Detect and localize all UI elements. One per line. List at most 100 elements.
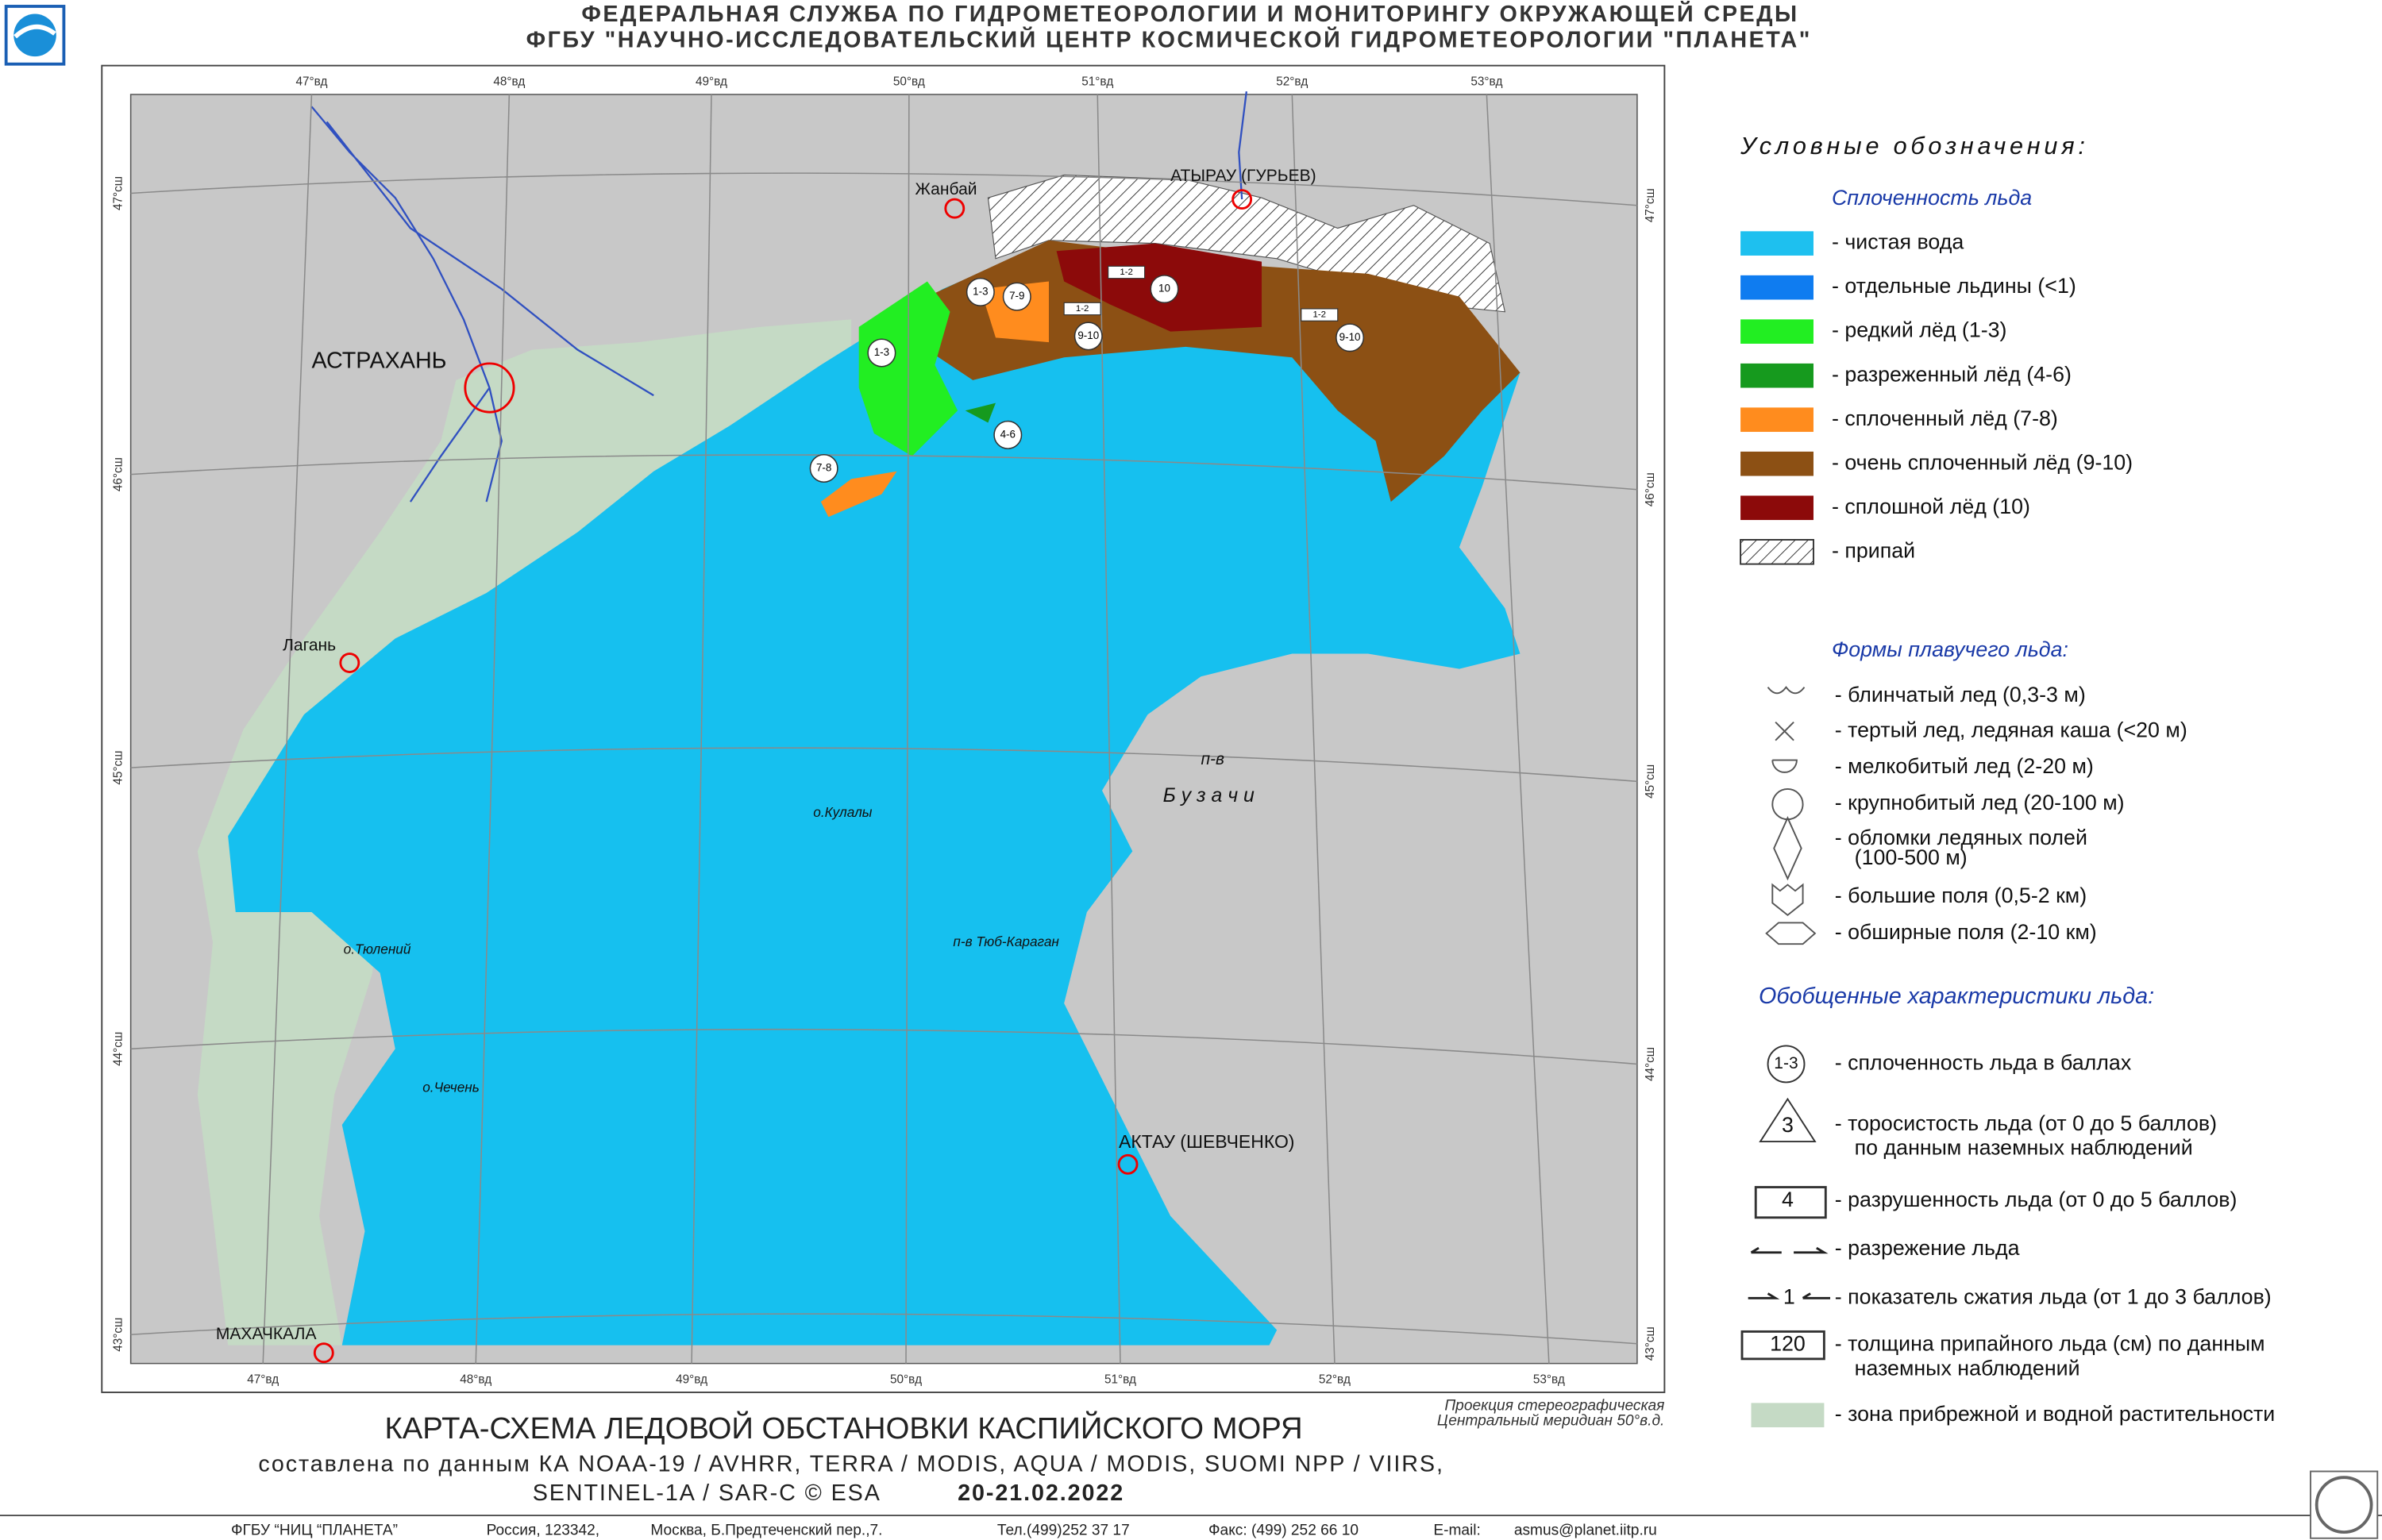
legend-section-title: Обобщенные характеристики льда: bbox=[1759, 984, 2154, 1009]
parallel bbox=[130, 747, 1637, 783]
map: 47°вд 47°вд 48°вд 48°вд 49°вд 49°вд 50°вд 50°вд… bbox=[111, 75, 1657, 1387]
place-label: о.Кулалы bbox=[813, 804, 873, 820]
legend-text: - обширные поля (2-10 км) bbox=[1835, 920, 2097, 944]
legend-text: - сплоченность льда в баллах bbox=[1835, 1051, 2132, 1075]
place-label: Б у з а ч и bbox=[1163, 784, 1255, 807]
legend-swatch bbox=[1740, 319, 1813, 344]
place-label: п-в bbox=[1201, 750, 1224, 768]
ice-label-circle bbox=[1150, 275, 1179, 304]
meridian bbox=[905, 94, 910, 1364]
latitude-label: 43°сш bbox=[111, 1318, 125, 1352]
ice-label: 1-3 bbox=[874, 346, 889, 358]
legend-text: - отдельные льдины (<1) bbox=[1832, 274, 2076, 298]
ice-label-box bbox=[1108, 265, 1146, 279]
legend-text: (100-500 м) bbox=[1855, 845, 1968, 869]
longitude-label: 51°вд bbox=[1081, 75, 1113, 89]
title-date: 20-21.02.2022 bbox=[958, 1480, 1124, 1506]
form-symbol bbox=[1771, 759, 1798, 773]
header-line: ФГБУ "НАУЧНО-ИССЛЕДОВАТЕЛЬСКИЙ ЦЕНТР КОС… bbox=[526, 26, 1812, 53]
latitude-label: 44°сш bbox=[1644, 1047, 1657, 1081]
projection-note: Центральный меридиан 50°в.д. bbox=[1437, 1412, 1664, 1429]
parallel bbox=[130, 1313, 1637, 1345]
legend-text: наземных наблюдений bbox=[1855, 1356, 2080, 1380]
ice-label-circle bbox=[1336, 323, 1365, 352]
longitude-label: 52°вд bbox=[1319, 1373, 1351, 1387]
latitude-label: 46°сш bbox=[1644, 472, 1657, 506]
ice-label: 1-2 bbox=[1312, 310, 1326, 320]
form-symbol bbox=[1765, 922, 1817, 945]
legend-swatch bbox=[1740, 407, 1813, 433]
legend-swatch bbox=[1740, 495, 1813, 521]
header-line: ФЕДЕРАЛЬНАЯ СЛУЖБА ПО ГИДРОМЕТЕОРОЛОГИИ … bbox=[581, 0, 1798, 27]
longitude-label: 47°вд bbox=[247, 1373, 279, 1387]
ice-label: 10 bbox=[1158, 283, 1170, 295]
town-marker bbox=[944, 198, 966, 219]
legend-text: по данным наземных наблюдений bbox=[1855, 1136, 2193, 1160]
legend-text: - тертый лед, ледяная каша (<20 м) bbox=[1835, 718, 2187, 741]
longitude-label: 48°вд bbox=[493, 75, 525, 89]
latitude-label: 45°сш bbox=[1644, 764, 1657, 799]
legend-text: - редкий лёд (1-3) bbox=[1832, 318, 2007, 342]
longitude-label: 48°вд bbox=[460, 1373, 491, 1387]
footer-text: Факс: (499) 252 66 10 bbox=[1208, 1522, 1359, 1538]
place-label: о.Тюлений bbox=[344, 941, 411, 957]
legend-text: - большие поля (0,5-2 км) bbox=[1835, 884, 2087, 907]
legend-swatch bbox=[1740, 363, 1813, 388]
legend-text: - разрушенность льда (от 0 до 5 баллов) bbox=[1835, 1188, 2237, 1211]
ice-label: 7-9 bbox=[1009, 290, 1024, 302]
legend-text: - сплоченный лёд (7-8) bbox=[1832, 406, 2058, 430]
ice-label-circle bbox=[809, 453, 838, 483]
legend-section-title: Формы плавучего льда: bbox=[1832, 637, 2068, 661]
meridian bbox=[1097, 94, 1121, 1364]
general-symbol bbox=[1751, 1403, 1825, 1428]
legend-text: - показатель сжатия льда (от 1 до 3 балл… bbox=[1835, 1284, 2272, 1308]
longitude-label: 49°вд bbox=[696, 75, 727, 89]
footer-text: ФГБУ “НИЦ “ПЛАНЕТА” bbox=[231, 1522, 398, 1538]
town-marker bbox=[339, 653, 360, 673]
town-marker bbox=[464, 362, 515, 414]
legend-text: - разреженный лёд (4-6) bbox=[1832, 362, 2072, 386]
general-symbol-label: 4 bbox=[1782, 1188, 1794, 1211]
place-label: Жанбай bbox=[915, 180, 977, 198]
form-symbol bbox=[1771, 883, 1804, 917]
longitude-label: 50°вд bbox=[890, 1373, 922, 1387]
longitude-label: 51°вд bbox=[1104, 1373, 1136, 1387]
legend-section-title: Сплоченность льда bbox=[1832, 186, 2032, 210]
town-marker bbox=[1117, 1153, 1139, 1175]
legend-title: Условные обозначения: bbox=[1740, 133, 2089, 160]
general-symbol-label: 1 bbox=[1783, 1284, 1795, 1308]
ice-label-circle bbox=[966, 277, 995, 306]
general-symbol-label: 3 bbox=[1782, 1113, 1794, 1137]
latitude-label: 46°сш bbox=[111, 457, 125, 491]
place-label: Лагань bbox=[283, 637, 336, 655]
general-symbol bbox=[1767, 1045, 1806, 1084]
town-marker bbox=[1231, 189, 1253, 210]
legend-text: - припай bbox=[1832, 538, 1915, 562]
place-label: п-в Тюб-Караган bbox=[953, 934, 1059, 949]
ice-label-circle bbox=[1002, 282, 1031, 311]
legend-text: - мелкобитый лед (2-20 м) bbox=[1835, 754, 2094, 778]
ice-label-circle bbox=[1073, 321, 1103, 351]
legend-text: - крупнобитый лед (20-100 м) bbox=[1835, 791, 2125, 814]
ice-label-box bbox=[1301, 308, 1339, 321]
general-symbol bbox=[1754, 1186, 1827, 1219]
footer-text: Тел.(499)252 37 17 bbox=[997, 1522, 1130, 1538]
footer-text: E-mail: bbox=[1433, 1522, 1481, 1538]
legend-text: - блинчатый лед (0,3-3 м) bbox=[1835, 683, 2086, 706]
legend-text: - чистая вода bbox=[1832, 230, 1964, 254]
place-label: АТЫРАУ (ГУРЬЕВ) bbox=[1170, 167, 1316, 185]
general-symbol bbox=[1740, 1330, 1825, 1361]
ice-label: 1-3 bbox=[973, 285, 988, 297]
general-symbol-label: 1-3 bbox=[1774, 1054, 1798, 1072]
place-label: о.Чечень bbox=[422, 1080, 480, 1095]
legend-swatch bbox=[1740, 451, 1813, 476]
form-symbol bbox=[1767, 686, 1806, 695]
title-sources: составлена по данным КА NOAA-19 / AVHRR,… bbox=[258, 1451, 1444, 1476]
legend-swatch bbox=[1740, 275, 1813, 300]
ice-label: 9-10 bbox=[1339, 331, 1361, 343]
longitude-label: 49°вд bbox=[676, 1373, 707, 1387]
form-symbol bbox=[1773, 815, 1802, 881]
latitude-label: 47°сш bbox=[1644, 188, 1657, 222]
footer-text: asmus@planet.iitp.ru bbox=[1514, 1522, 1657, 1538]
